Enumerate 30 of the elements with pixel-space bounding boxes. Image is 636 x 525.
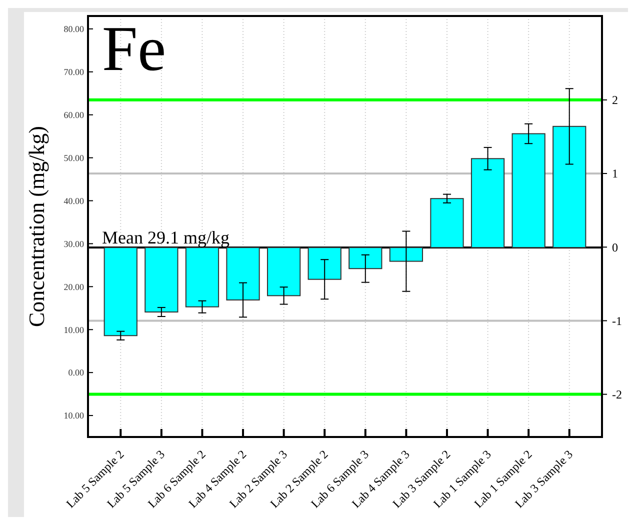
y-tick-label: 80.00 [64, 24, 84, 34]
y-tick-label: 50.00 [64, 152, 84, 163]
bar [552, 126, 586, 248]
bar [389, 247, 424, 262]
y-tick-label: 10.00 [64, 324, 84, 335]
y-tick-label: 0.00 [68, 368, 84, 378]
bar [512, 133, 546, 248]
bar [104, 247, 138, 336]
chart-title: Fe [102, 13, 166, 84]
bar [308, 247, 342, 280]
bar [266, 247, 301, 296]
y2-tick-label: -2 [612, 388, 622, 402]
y2-tick-label: 1 [612, 166, 618, 181]
bar [348, 247, 382, 270]
y-tick-label: 30.00 [64, 238, 84, 249]
y2-tick-label: 0 [612, 240, 618, 254]
y2-tick-label: -1 [612, 314, 622, 328]
bar [430, 198, 464, 248]
y-tick-label: 20.00 [64, 282, 84, 292]
bar [144, 247, 178, 312]
y-tick-label: 40.00 [64, 196, 84, 206]
y-axis-title: Concentration (mg/kg) [24, 126, 49, 328]
bar [470, 158, 505, 248]
bar [185, 247, 220, 308]
bar [226, 247, 260, 300]
y2-tick-label: 2 [612, 93, 618, 108]
y-tick-label: 60.00 [64, 110, 84, 120]
y-tick-label: 70.00 [64, 66, 84, 77]
ref-line-label: Mean 29.1 mg/kg [102, 228, 230, 248]
y-tick-label: 10.00 [64, 410, 84, 421]
